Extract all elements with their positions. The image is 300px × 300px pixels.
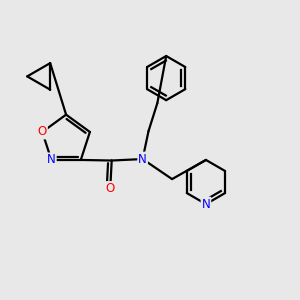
Text: O: O [38, 125, 47, 139]
Text: N: N [138, 153, 147, 166]
Text: O: O [106, 182, 115, 195]
Text: N: N [202, 198, 210, 211]
Text: N: N [47, 153, 56, 167]
